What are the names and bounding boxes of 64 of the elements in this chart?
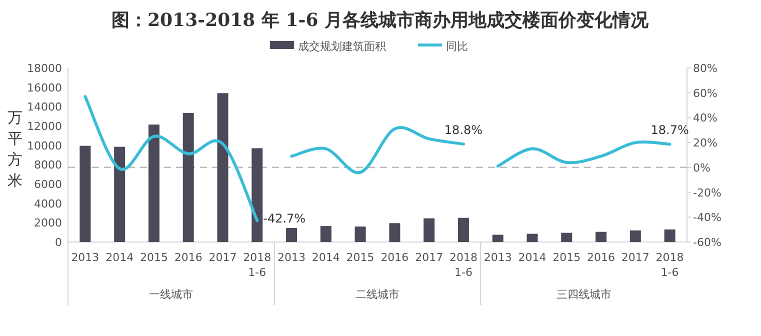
bar [561,232,572,242]
x-tick-label: 2013 [71,251,100,264]
x-tick-label: 2013 [484,251,512,264]
x-tick-label: 2016 [380,251,409,264]
bar [526,234,538,242]
bar [458,218,469,242]
bar [182,112,194,242]
y2-tick-label: -60% [693,236,722,249]
bar [596,232,607,242]
x-tick-label: 2014 [312,251,340,264]
y-tick-label: 14000 [27,100,62,114]
data-label: 18.8% [444,123,483,138]
data-label: 18.7% [650,123,689,138]
x-tick-label: 2013 [278,251,306,264]
bar [354,226,366,242]
bar [664,229,676,242]
x-tick-label: 2017 [621,251,650,264]
bar [286,228,298,242]
y-axis-title: 万平方米 [8,108,22,190]
y-tick-label: 0 [55,236,62,249]
data-label: -42.7% [263,212,306,226]
bar [148,124,160,242]
y2-tick-label: -20% [693,186,722,200]
y-tick-label: 10000 [27,139,62,152]
x-tick-label: 2015 [552,251,581,264]
y-tick-label: 18000 [27,62,62,75]
x-tick-label: 2014 [518,251,546,264]
bar [630,230,641,242]
bar [492,234,504,242]
y2-tick-label: -40% [693,211,722,224]
y-tick-label: 6000 [34,178,62,191]
y2-tick-label: 80% [693,62,718,75]
text: 三四线城市 [556,288,612,301]
y2-tick-label: 40% [693,112,718,125]
legend-label: 同比 [446,40,468,53]
x-tick-label: 2017 [415,251,444,264]
x-tick-label: 2016 [587,251,616,264]
bar [389,223,400,242]
y2-tick-label: 20% [693,136,718,150]
y-tick-label: 4000 [34,197,62,210]
chart-title: 图：2013-2018 年 1-6 月各线城市商办用地成交楼面价变化情况 [112,10,650,31]
x-tick-label: 2018 1-6 [243,251,272,279]
bar [114,146,126,242]
y-tick-label: 2000 [34,216,62,230]
y-tick-label: 8000 [34,158,62,172]
bar [424,218,435,242]
bar [80,146,91,242]
x-tick-label: 2015 [346,251,374,264]
x-tick-label: 2017 [208,251,237,264]
bar [217,93,228,242]
text: 二线城市 [356,288,400,301]
legend-label: 成交规划建筑面积 [298,40,386,53]
bar [320,226,332,242]
bar [252,148,263,242]
y2-tick-label: 0% [693,161,710,174]
y-tick-label: 12000 [27,120,62,133]
x-tick-label: 2018 1-6 [449,251,478,279]
x-tick-label: 2014 [106,251,134,264]
x-tick-label: 2018 1-6 [656,251,684,279]
text: 一线城市 [149,288,194,301]
y-tick-label: 16000 [27,81,62,94]
x-tick-label: 2016 [174,251,202,264]
y2-tick-label: 60% [693,86,718,100]
x-tick-label: 2015 [140,251,168,264]
